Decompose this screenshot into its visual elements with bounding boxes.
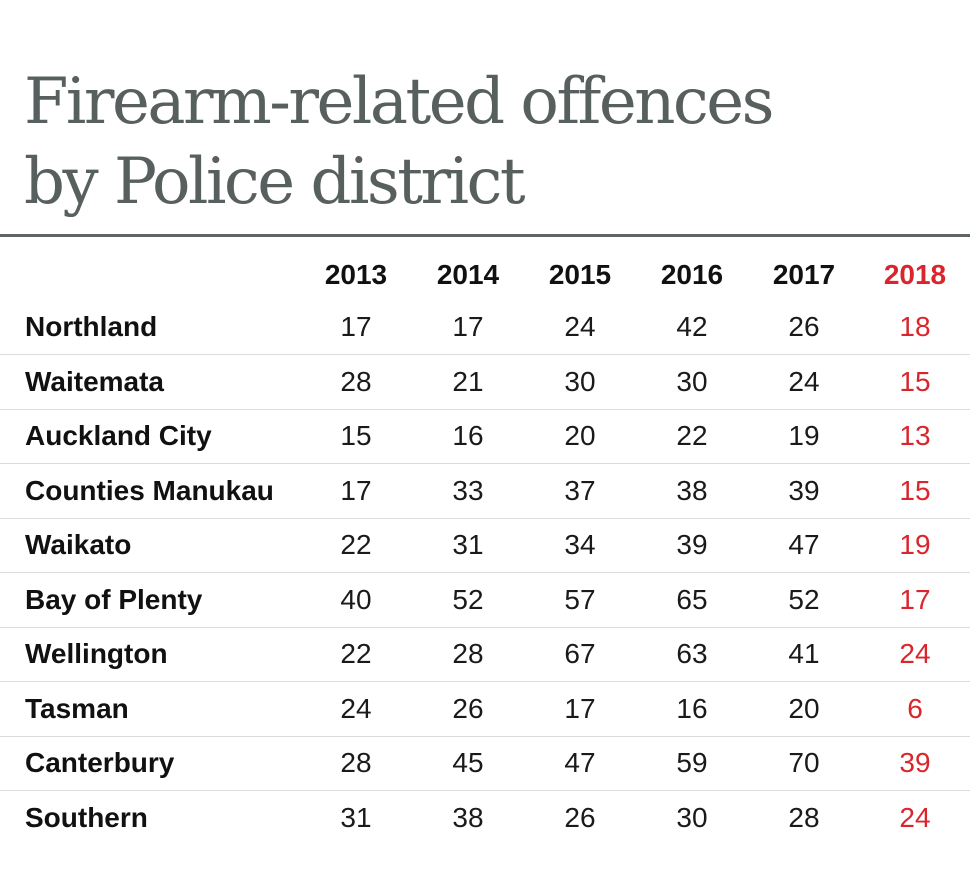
value-cell-2018: 17 bbox=[860, 572, 970, 627]
value-cell-2015: 67 bbox=[524, 626, 636, 682]
value-cell-2018: 19 bbox=[860, 517, 970, 573]
district-name: Auckland City bbox=[0, 408, 300, 464]
value-cell-2013: 22 bbox=[300, 517, 412, 573]
table-row: Southern 31 38 26 30 28 24 bbox=[0, 790, 970, 845]
value-cell-2016: 22 bbox=[636, 408, 748, 464]
value-cell-2018: 24 bbox=[860, 790, 970, 845]
value-cell-2014: 31 bbox=[412, 517, 524, 573]
value-cell-2014: 33 bbox=[412, 463, 524, 518]
value-cell-2013: 17 bbox=[340, 311, 372, 342]
district-name: Waikato bbox=[0, 517, 300, 573]
district-name: Bay of Plenty bbox=[0, 572, 300, 627]
value-cell-2014: 38 bbox=[412, 790, 524, 845]
district-name: Waitemata bbox=[0, 354, 300, 409]
value-cell-2016: 65 bbox=[636, 572, 748, 627]
table-row: Bay of Plenty 40 52 57 65 52 17 bbox=[0, 572, 970, 627]
table-row: Waikato 22 31 34 39 47 19 bbox=[0, 517, 970, 573]
value-cell-2014: 17 bbox=[452, 311, 484, 342]
table-row: Auckland City 15 16 20 22 19 13 bbox=[0, 408, 970, 464]
value-cell-2013: 40 bbox=[300, 572, 412, 627]
value-cell-2013: 17 bbox=[300, 463, 412, 518]
value-cell-2016: 38 bbox=[636, 463, 748, 518]
table-row: Counties Manukau 17 33 37 38 39 15 bbox=[0, 463, 970, 518]
value-cell-2016: 30 bbox=[636, 790, 748, 845]
value-cell-2013: 22 bbox=[300, 626, 412, 682]
district-name: Wellington bbox=[0, 626, 300, 682]
value-cell-2013: 24 bbox=[300, 681, 412, 736]
value-cell-2017: 52 bbox=[748, 572, 860, 627]
year-header-2016: 2016 bbox=[660, 259, 724, 290]
chart-title-line-2: by Police district bbox=[24, 145, 526, 219]
district-column-header bbox=[0, 250, 300, 300]
year-header-2015: 2015 bbox=[548, 259, 612, 290]
chart-title-line-1: Firearm-related offences bbox=[24, 65, 774, 139]
value-cell-2015: 17 bbox=[524, 681, 636, 736]
district-name: Southern bbox=[0, 790, 300, 845]
value-cell-2017: 24 bbox=[748, 354, 860, 409]
value-cell-2014: 21 bbox=[412, 354, 524, 409]
offences-table: 2013 2014 2015 2016 2017 2018 Northland 1… bbox=[0, 250, 970, 845]
value-cell-2015: 24 bbox=[564, 311, 596, 342]
table-row: Tasman 24 26 17 16 20 6 bbox=[0, 681, 970, 736]
value-cell-2017: 19 bbox=[748, 408, 860, 464]
value-cell-2018: 15 bbox=[860, 463, 970, 518]
value-cell-2013: 31 bbox=[300, 790, 412, 845]
table-row: Northland 17 17 24 42 26 18 bbox=[0, 300, 970, 355]
value-cell-2015: 26 bbox=[524, 790, 636, 845]
value-cell-2013: 15 bbox=[300, 408, 412, 464]
value-cell-2017: 70 bbox=[748, 735, 860, 791]
value-cell-2017: 39 bbox=[748, 463, 860, 518]
year-header-2014: 2014 bbox=[436, 259, 500, 290]
value-cell-2015: 47 bbox=[524, 735, 636, 791]
value-cell-2015: 30 bbox=[524, 354, 636, 409]
value-cell-2013: 28 bbox=[300, 735, 412, 791]
district-name: Tasman bbox=[0, 681, 300, 736]
value-cell-2013: 28 bbox=[300, 354, 412, 409]
value-cell-2015: 20 bbox=[524, 408, 636, 464]
table-row: Canterbury 28 45 47 59 70 39 bbox=[0, 735, 970, 791]
value-cell-2018: 13 bbox=[860, 408, 970, 464]
table-row: Waitemata 28 21 30 30 24 15 bbox=[0, 354, 970, 409]
district-name: Counties Manukau bbox=[0, 463, 300, 518]
title-divider bbox=[0, 234, 970, 237]
table-body: Northland 17 17 24 42 26 18 Waitemata 28 21 30 30 24… bbox=[0, 300, 970, 845]
value-cell-2015: 37 bbox=[524, 463, 636, 518]
value-cell-2016: 63 bbox=[636, 626, 748, 682]
value-cell-2015: 57 bbox=[524, 572, 636, 627]
value-cell-2017: 47 bbox=[748, 517, 860, 573]
district-name: Northland bbox=[25, 311, 158, 342]
value-cell-2018: 18 bbox=[899, 311, 931, 342]
district-name: Canterbury bbox=[0, 735, 300, 791]
value-cell-2017: 28 bbox=[748, 790, 860, 845]
value-cell-2015: 34 bbox=[524, 517, 636, 573]
value-cell-2014: 16 bbox=[412, 408, 524, 464]
value-cell-2017: 26 bbox=[788, 311, 820, 342]
value-cell-2016: 42 bbox=[676, 311, 708, 342]
value-cell-2014: 28 bbox=[412, 626, 524, 682]
value-cell-2016: 59 bbox=[636, 735, 748, 791]
year-header-2017: 2017 bbox=[772, 259, 836, 290]
value-cell-2016: 30 bbox=[636, 354, 748, 409]
year-header-2018: 2018 bbox=[883, 259, 947, 290]
value-cell-2017: 20 bbox=[748, 681, 860, 736]
value-cell-2014: 45 bbox=[412, 735, 524, 791]
header-row: 2013 2014 2015 2016 2017 2018 bbox=[0, 250, 970, 300]
value-cell-2018: 39 bbox=[860, 735, 970, 791]
value-cell-2018: 15 bbox=[860, 354, 970, 409]
value-cell-2014: 52 bbox=[412, 572, 524, 627]
value-cell-2014: 26 bbox=[412, 681, 524, 736]
value-cell-2016: 16 bbox=[636, 681, 748, 736]
chart-title: Firearm-related offences by Police distr… bbox=[24, 62, 954, 222]
value-cell-2018: 24 bbox=[860, 626, 970, 682]
value-cell-2016: 39 bbox=[636, 517, 748, 573]
year-header-2013: 2013 bbox=[324, 259, 388, 290]
value-cell-2017: 41 bbox=[748, 626, 860, 682]
value-cell-2018: 6 bbox=[860, 681, 970, 736]
table-row: Wellington 22 28 67 63 41 24 bbox=[0, 626, 970, 682]
